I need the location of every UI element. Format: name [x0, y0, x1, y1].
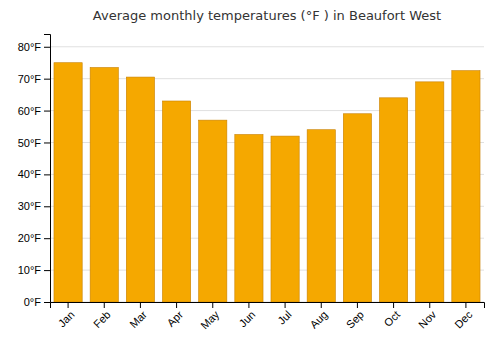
- y-tick-label: 30°F: [18, 200, 42, 212]
- x-tick-mark: [393, 302, 394, 308]
- bar: [199, 120, 227, 302]
- grid-line: [50, 46, 484, 47]
- x-tick: Jul: [275, 302, 293, 327]
- bar: [416, 82, 444, 302]
- x-tick-mark: [212, 302, 213, 308]
- y-tick-label: 80°F: [18, 41, 42, 53]
- x-tick-mark: [176, 302, 177, 308]
- x-tick-label: Dec: [452, 308, 475, 331]
- y-tick: 60°F: [18, 105, 50, 117]
- y-tick-label: 60°F: [18, 105, 42, 117]
- y-tick-label: 40°F: [18, 168, 42, 180]
- y-tick-mark: [44, 238, 50, 239]
- y-tick-mark: [44, 270, 50, 271]
- y-axis-line: [44, 35, 51, 303]
- x-tick: Mar: [127, 302, 149, 330]
- grid: [50, 47, 484, 302]
- x-tick-label: Mar: [127, 308, 149, 330]
- x-tick-label: Aug: [307, 308, 329, 330]
- y-tick-mark: [44, 79, 50, 80]
- x-tick-mark: [68, 302, 69, 308]
- x-tick: Aug: [307, 302, 329, 331]
- bars: [54, 63, 480, 302]
- x-tick-label: Oct: [382, 308, 403, 329]
- x-tick-mark: [104, 302, 105, 308]
- bar: [90, 68, 118, 303]
- x-tick-label: May: [198, 308, 222, 332]
- bar: [379, 98, 407, 302]
- y-tick-mark: [44, 111, 50, 112]
- x-tick-mark: [285, 302, 286, 308]
- chart-title: Average monthly temperatures (°F ) in Be…: [93, 8, 441, 23]
- x-tick-label: Jul: [275, 308, 293, 326]
- y-tick-mark: [44, 174, 50, 175]
- y-tick-label: 10°F: [18, 264, 42, 276]
- x-tick-label: Jan: [56, 308, 77, 329]
- chart-container: 0°F 10°F 20°F 30°F 40°F 50°F 60°F 70°F 80°F Jan Fe…: [0, 0, 500, 350]
- y-tick-label: 50°F: [18, 136, 42, 148]
- y-tick: 0°F: [24, 296, 50, 308]
- x-tick-mark: [429, 302, 430, 308]
- x-tick: Sep: [344, 302, 366, 331]
- plot-area: 0°F 10°F 20°F 30°F 40°F 50°F 60°F 70°F 80°F Jan Fe…: [18, 35, 485, 332]
- x-tick-mark: [321, 302, 322, 308]
- y-tick-mark: [44, 302, 50, 303]
- bar: [343, 114, 371, 302]
- x-tick-mark: [248, 302, 249, 308]
- x-tick: Feb: [91, 302, 113, 330]
- bar: [126, 77, 154, 302]
- y-tick: 80°F: [18, 41, 50, 53]
- x-axis: Jan Feb Mar Apr May Jun Jul Aug Sep Oct Nov Dec: [51, 302, 485, 331]
- x-tick: Jun: [236, 302, 257, 329]
- y-tick: 10°F: [18, 264, 50, 276]
- x-tick-label: Nov: [416, 308, 439, 331]
- y-axis: 0°F 10°F 20°F 30°F 40°F 50°F 60°F 70°F 80°F: [18, 35, 51, 309]
- y-tick-label: 70°F: [18, 73, 42, 85]
- x-tick-mark: [140, 302, 141, 308]
- y-tick: 20°F: [18, 232, 50, 244]
- y-tick-label: 0°F: [24, 296, 42, 308]
- bar: [235, 135, 263, 303]
- x-tick: Apr: [165, 302, 186, 329]
- y-tick: 70°F: [18, 73, 50, 85]
- y-tick-label: 20°F: [18, 232, 42, 244]
- x-tick-mark: [357, 302, 358, 308]
- y-tick: 40°F: [18, 168, 50, 180]
- y-tick-mark: [44, 47, 50, 48]
- x-tick: May: [198, 302, 222, 331]
- bar: [307, 130, 335, 302]
- bar: [271, 136, 299, 302]
- bar: [452, 71, 480, 302]
- x-tick-label: Jun: [236, 308, 257, 329]
- bar: [162, 101, 190, 302]
- bar: [54, 63, 82, 302]
- x-tick: Dec: [452, 302, 475, 331]
- x-tick-label: Sep: [344, 308, 366, 330]
- y-tick: 30°F: [18, 200, 50, 212]
- chart-svg: 0°F 10°F 20°F 30°F 40°F 50°F 60°F 70°F 80°F Jan Fe…: [0, 0, 500, 350]
- y-tick-mark: [44, 206, 50, 207]
- x-tick: Oct: [382, 302, 403, 329]
- x-tick: Nov: [416, 302, 439, 331]
- x-tick: Jan: [56, 302, 77, 329]
- x-tick-mark: [465, 302, 466, 308]
- x-axis-line: [51, 303, 485, 309]
- y-tick: 50°F: [18, 136, 50, 148]
- y-tick-mark: [44, 142, 50, 143]
- x-tick-label: Apr: [165, 308, 186, 329]
- x-tick-label: Feb: [91, 308, 113, 330]
